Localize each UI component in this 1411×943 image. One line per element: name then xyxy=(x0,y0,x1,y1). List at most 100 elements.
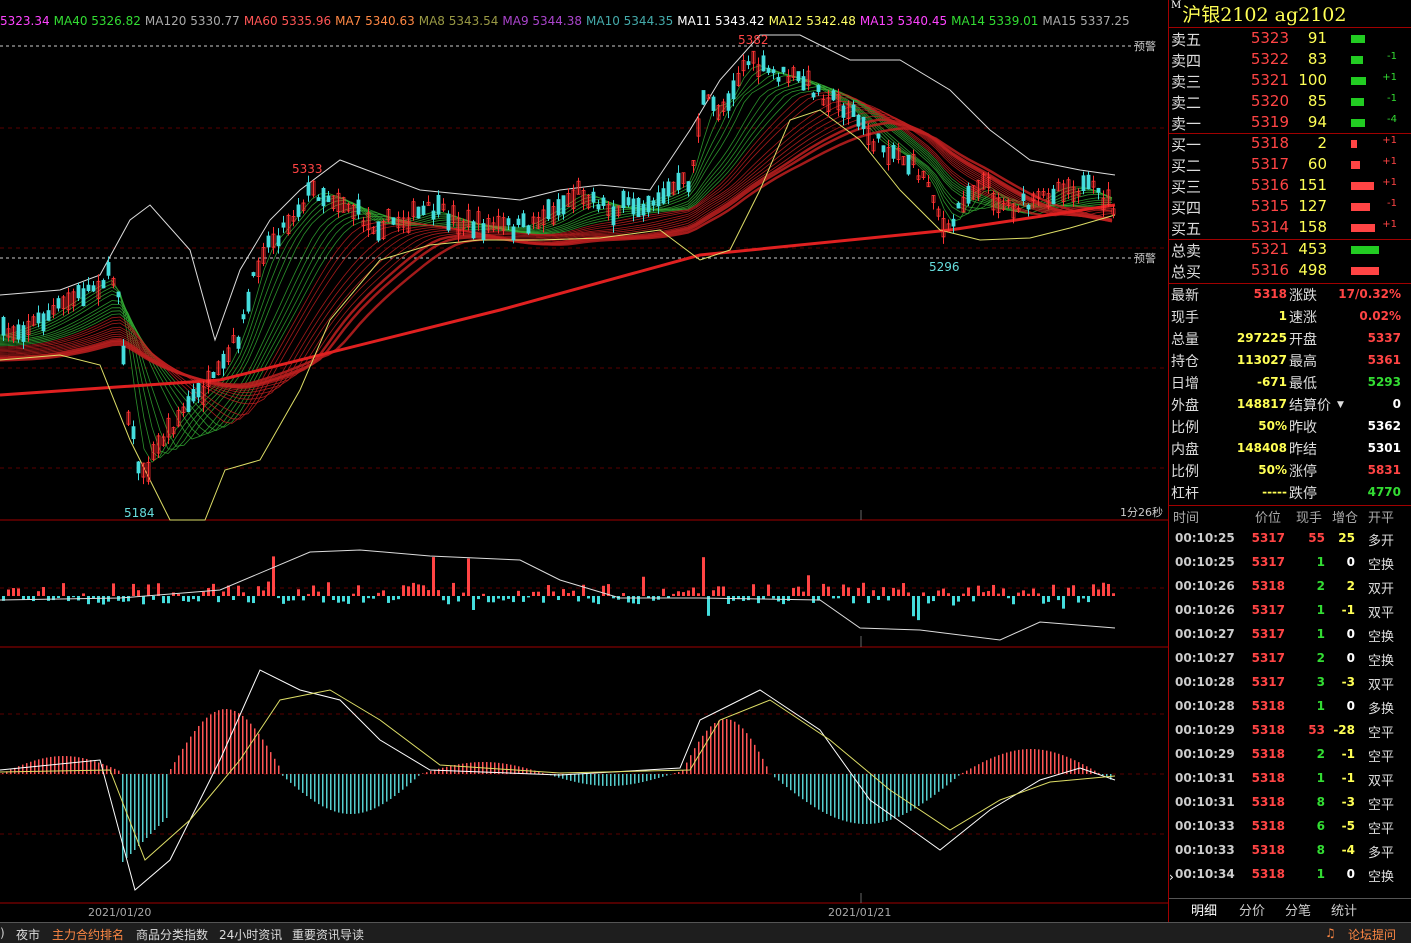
candle-body xyxy=(107,262,110,275)
volume-bar xyxy=(577,596,580,601)
volume-bar xyxy=(82,593,85,596)
divider xyxy=(1169,283,1411,284)
bottom-link-commodity-index[interactable]: 商品分类指数 xyxy=(136,926,208,943)
volume-bar xyxy=(147,584,150,596)
warning-lines xyxy=(0,46,1135,258)
bottom-link-important-news[interactable]: 重要资讯导读 xyxy=(292,926,364,943)
volume-bar xyxy=(547,585,550,596)
stat-label: 日增 xyxy=(1171,373,1199,393)
macd-bar xyxy=(310,774,312,799)
macd-bar xyxy=(998,755,1000,774)
ticks-col-time: 时间 xyxy=(1173,507,1199,526)
volume-bar xyxy=(597,596,600,604)
macd-bar xyxy=(910,774,912,811)
candle-body xyxy=(1097,188,1100,192)
volume-bar xyxy=(712,590,715,596)
macd-bar xyxy=(126,774,128,858)
tick-cursor-icon: › xyxy=(1169,870,1174,884)
tick-price: 5318 xyxy=(1241,795,1285,809)
candle-body xyxy=(47,311,50,321)
volume-bar xyxy=(237,586,240,596)
volume-bar xyxy=(1052,585,1055,596)
volume-bar xyxy=(1017,593,1020,596)
volume-bar xyxy=(927,596,930,603)
volume-bar xyxy=(827,587,830,596)
warning-label[interactable]: 预警 xyxy=(1134,251,1156,265)
ask-label: 卖五 xyxy=(1171,29,1201,50)
candle-body xyxy=(192,389,195,401)
ma-line xyxy=(0,92,1112,423)
tab-statistics[interactable]: 统计 xyxy=(1331,900,1357,919)
volume-bar xyxy=(292,596,295,600)
local-high-label: 5333 xyxy=(292,162,323,176)
tab-detail[interactable]: 明细 xyxy=(1191,900,1217,919)
volume-bar xyxy=(792,588,795,596)
tab-trades[interactable]: 分笔 xyxy=(1285,900,1311,919)
dropdown-icon[interactable]: ▼ xyxy=(1337,400,1344,410)
volume-bar xyxy=(182,596,185,601)
ask-qty-change: +1 xyxy=(1371,72,1397,83)
ask-label: 总卖 xyxy=(1171,240,1201,261)
macd-bar xyxy=(722,719,724,774)
tab-price-split[interactable]: 分价 xyxy=(1239,900,1265,919)
warning-label[interactable]: 预警 xyxy=(1134,39,1156,53)
kline-chart-area[interactable]: 预警 预警 5382 5333 5184 5296 1分26秒 2021/01/… xyxy=(0,0,1168,922)
candle-body xyxy=(237,337,240,348)
volume-bar xyxy=(37,591,40,596)
bottom-link-night-market[interactable]: 夜市 xyxy=(16,926,40,943)
macd-bar xyxy=(626,774,628,785)
macd-bar xyxy=(982,762,984,774)
instrument-title[interactable]: M沪银2102 ag2102 xyxy=(1171,0,1411,26)
volume-bar xyxy=(382,590,385,596)
bottom-link-24h-news[interactable]: 24小时资讯 xyxy=(219,926,282,943)
macd-bar xyxy=(466,763,468,774)
bottom-link-main-contract-rank[interactable]: 主力合约排名 xyxy=(52,926,124,943)
kline-chart-svg[interactable]: 预警 预警 5382 5333 5184 5296 1分26秒 2021/01/… xyxy=(0,0,1168,922)
tick-time: 00:10:28 xyxy=(1175,699,1235,713)
volume-bar xyxy=(287,596,290,601)
bottom-link-forum-question[interactable]: 论坛提问 xyxy=(1348,926,1396,943)
macd-bar xyxy=(570,774,572,781)
volume-bar xyxy=(922,592,925,596)
candle-body xyxy=(447,214,450,230)
macd-bar xyxy=(238,713,240,774)
candle-body xyxy=(102,280,105,287)
macd-bar xyxy=(286,774,288,779)
volume-bar xyxy=(412,583,415,596)
volume-bar xyxy=(532,592,535,596)
bid-price: 5318 xyxy=(1231,134,1289,152)
candle-body xyxy=(812,93,815,97)
macd-bar xyxy=(66,756,68,774)
volume-bar xyxy=(242,592,245,596)
candle-body xyxy=(377,222,380,240)
